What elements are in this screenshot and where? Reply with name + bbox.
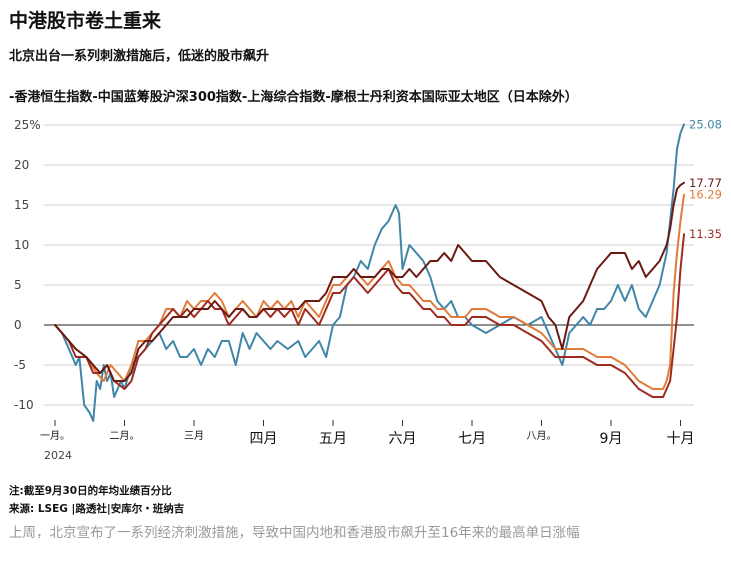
source-note: 来源: LSEG |路透社|安库尔・班纳吉 (9, 503, 185, 515)
gridlines (44, 124, 694, 406)
x-tick-label: 六月 (389, 431, 417, 447)
x-tick-label: 十月 (667, 431, 695, 447)
x-tick-label: 四月 (250, 431, 278, 447)
y-tick-label: 15 (14, 198, 29, 212)
y-tick-label: 25% (14, 118, 41, 132)
y-tick-label: 20 (14, 158, 29, 172)
x-tick-label: 五月 (319, 431, 347, 447)
x-tick-label: 二月。 (110, 430, 140, 442)
x-tick-label: 七月 (458, 431, 486, 447)
x-tick-label: 三月 (184, 430, 204, 442)
series-line-1 (54, 123, 685, 422)
x-tick-label: 一月。 (40, 430, 70, 442)
chart-title: 中港股市卷土重来 (9, 10, 162, 32)
end-value-label: 17.77 (689, 176, 722, 190)
y-tick-label: -5 (14, 358, 26, 372)
y-tick-label: 0 (14, 318, 22, 332)
series-line-3 (54, 233, 685, 398)
series-line-4 (54, 181, 685, 382)
y-tick-label: 10 (14, 238, 29, 252)
y-tick-label: 5 (14, 278, 22, 292)
end-labels: 25.08 16.29 11.35 17.77 (689, 117, 722, 241)
end-value-label: 11.35 (689, 227, 722, 241)
caption: 上周，北京宣布了一系列经济刺激措施，导致中国内地和香港股市飙升至16年来的最高单… (9, 525, 580, 541)
end-value-label: 25.08 (689, 117, 722, 131)
basis-note: 注:截至9月30日的年均业绩百分比 (9, 485, 172, 497)
x-tick-label: 9月 (600, 431, 623, 447)
chart-subtitle: 北京出台一系列刺激措施后，低迷的股市飙升 (9, 49, 270, 64)
x-axis-ticks: 一月。 二月。 三月 四月 五月 六月 七月 八月。 9月 十月 (40, 420, 695, 447)
series-header: -香港恒生指数-中国蓝筹股沪深300指数-上海综合指数-摩根士丹利资本国际亚太地… (9, 90, 578, 105)
x-tick-label: 八月。 (527, 430, 557, 442)
end-value-label: 16.29 (689, 188, 722, 202)
y-axis-ticks: 25% 20 15 10 5 0 -5 -10 (14, 118, 41, 412)
y-tick-label: -10 (14, 398, 34, 412)
x-axis-year-label: 2024 (44, 449, 72, 462)
series-lines (54, 123, 685, 422)
